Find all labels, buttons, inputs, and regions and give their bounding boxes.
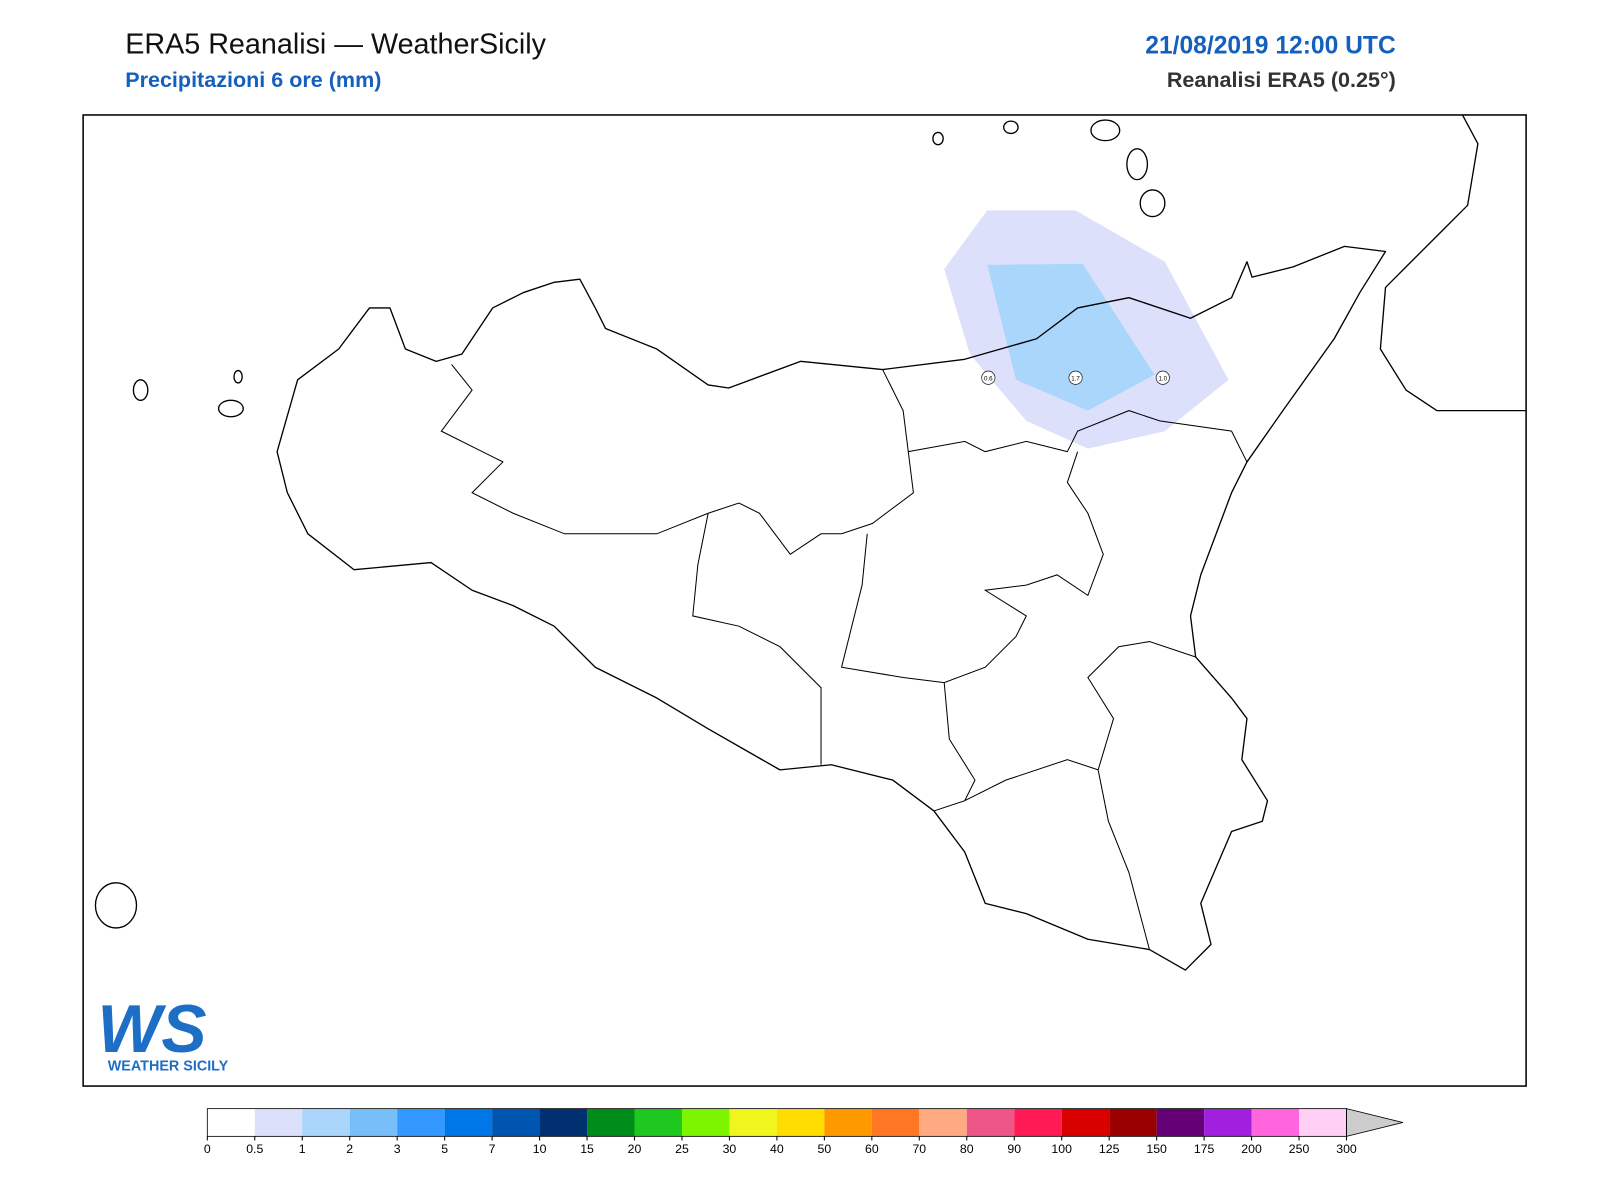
- colorbar-label: 60: [865, 1142, 879, 1156]
- colorbar-extend: [1346, 1108, 1404, 1137]
- colorbar-label: 30: [723, 1142, 737, 1156]
- colorbar-label: 15: [580, 1142, 594, 1156]
- station-value: 0.6: [984, 375, 993, 382]
- colorbar-label: 0: [204, 1142, 211, 1156]
- islands: [94, 119, 1166, 929]
- colorbar-segment: [302, 1108, 350, 1137]
- colorbar-segment: [397, 1108, 445, 1137]
- colorbar-segment: [349, 1108, 398, 1137]
- colorbar-segment: [1014, 1108, 1062, 1137]
- colorbar-segment: [1109, 1108, 1157, 1137]
- colorbar-segment: [634, 1108, 682, 1137]
- colorbar-segment: [492, 1108, 540, 1137]
- colorbar-segment: [824, 1108, 872, 1137]
- colorbar-label: 70: [912, 1142, 926, 1156]
- colorbar-segment: [444, 1108, 493, 1137]
- colorbar-label: 5: [441, 1142, 448, 1156]
- colorbar-label: 10: [533, 1142, 547, 1156]
- colorbar-segment: [539, 1108, 588, 1137]
- station-marker: [1068, 370, 1083, 385]
- colorbar-label: 150: [1146, 1142, 1167, 1156]
- colorbar-label: 100: [1051, 1142, 1072, 1156]
- station-marker: [981, 370, 996, 385]
- logo: WS WEATHER SICILY: [97, 992, 228, 1074]
- colorbar-label: 200: [1241, 1142, 1262, 1156]
- colorbar-label: 175: [1194, 1142, 1215, 1156]
- colorbar-label: 90: [1007, 1142, 1021, 1156]
- logo-mark: WS: [97, 992, 206, 1067]
- coastline: [1379, 114, 1527, 412]
- colorbar-segment: [1299, 1108, 1347, 1137]
- precip-area: [987, 263, 1155, 411]
- station-marker: [1155, 370, 1170, 385]
- colorbar-label: 3: [394, 1142, 401, 1156]
- colorbar-segment: [681, 1108, 730, 1137]
- station-value: 1.0: [1159, 375, 1168, 382]
- colorbar-label: 300: [1336, 1142, 1357, 1156]
- title: ERA5 Reanalisi — WeatherSicily: [125, 28, 546, 60]
- datetime: 21/08/2019 12:00 UTC: [1145, 32, 1396, 59]
- colorbar-segment: [1061, 1108, 1110, 1137]
- colorbar-segment: [919, 1108, 967, 1137]
- colorbar-segment: [254, 1108, 303, 1137]
- colorbar-segment: [966, 1108, 1015, 1137]
- colorbar-label: 50: [818, 1142, 832, 1156]
- colorbar-label: 1: [299, 1142, 306, 1156]
- colorbar-label: 25: [675, 1142, 689, 1156]
- logo-name: WEATHER SICILY: [108, 1059, 229, 1075]
- colorbar: 0 0.5 1 2 3 5 7 10 15 20 25 30 40 50 60 70 80 90 100 125 150…: [204, 1108, 1404, 1156]
- subtitle: Precipitazioni 6 ore (mm): [125, 67, 381, 92]
- colorbar-label: 0.5: [246, 1142, 263, 1156]
- colorbar-label: 80: [960, 1142, 974, 1156]
- colorbar-label: 20: [628, 1142, 642, 1156]
- colorbar-label: 2: [346, 1142, 353, 1156]
- colorbar-label: 7: [489, 1142, 496, 1156]
- colorbar-segment: [871, 1108, 920, 1137]
- colorbar-segment: [1251, 1108, 1300, 1137]
- colorbar-segment: [207, 1108, 255, 1137]
- colorbar-segment: [729, 1108, 777, 1137]
- colorbar-segment: [776, 1108, 825, 1137]
- colorbar-label: 40: [770, 1142, 784, 1156]
- model: Reanalisi ERA5 (0.25°): [1167, 67, 1396, 92]
- colorbar-label: 125: [1099, 1142, 1120, 1156]
- colorbar-segment: [587, 1108, 635, 1137]
- station-value: 1.7: [1071, 375, 1080, 382]
- province-border: [440, 364, 1248, 950]
- colorbar-segment: [1156, 1108, 1205, 1137]
- colorbar-label: 250: [1289, 1142, 1310, 1156]
- colorbar-segment: [1204, 1108, 1252, 1137]
- map-frame: [82, 114, 1527, 1087]
